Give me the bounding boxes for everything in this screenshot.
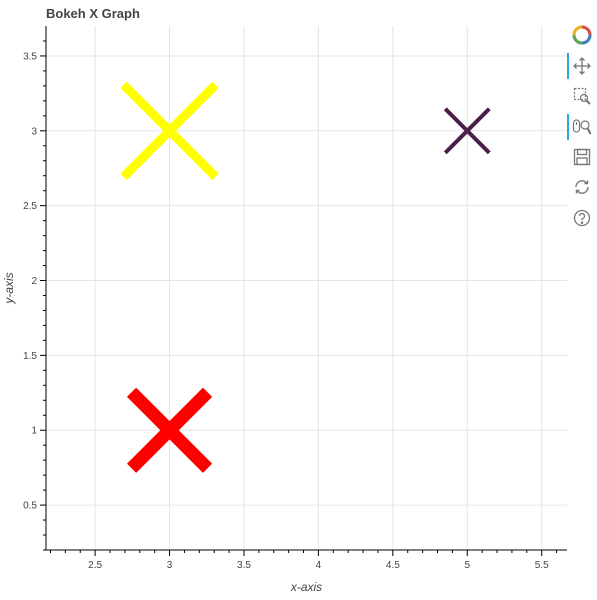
save-tool-button[interactable] <box>567 144 597 170</box>
box-zoom-tool-button[interactable] <box>567 83 597 109</box>
axes: 2.5 3 3.5 4 4.5 5 5.5 0.5 1 1.5 2 2.5 3 3.5 <box>23 26 567 571</box>
x-tick-label: 2.5 <box>88 560 102 571</box>
wheel-zoom-tool-button[interactable] <box>567 114 597 140</box>
grid-lines <box>46 26 567 550</box>
save-icon <box>573 148 591 166</box>
x-tick-label: 5.5 <box>535 560 549 571</box>
x-marker-stroke <box>120 81 219 180</box>
bokeh-logo[interactable] <box>567 22 597 48</box>
y-axis-title: y-axis <box>2 272 16 304</box>
x-markers <box>120 81 491 473</box>
y-tick-label: 3.5 <box>23 51 37 62</box>
help-icon <box>573 209 591 227</box>
x-marker <box>126 387 213 473</box>
help-tool-button[interactable] <box>567 205 597 231</box>
reset-tool-button[interactable] <box>567 174 597 200</box>
chart-title: Bokeh X Graph <box>46 6 140 21</box>
x-tick-label: 3.5 <box>237 560 251 571</box>
y-tick-label: 0.5 <box>23 501 37 512</box>
x-marker-stroke <box>126 387 213 473</box>
y-tick-label: 3 <box>31 126 37 137</box>
x-tick-label: 5 <box>464 560 470 571</box>
pan-icon <box>573 57 591 75</box>
box-zoom-icon <box>573 87 591 105</box>
reset-icon <box>573 178 591 196</box>
x-marker <box>443 107 491 155</box>
y-tick-label: 2.5 <box>23 201 37 212</box>
wheel-zoom-icon <box>572 118 592 136</box>
y-tick-label: 1.5 <box>23 351 37 362</box>
bokeh-logo-icon <box>572 25 592 45</box>
x-tick-label: 4.5 <box>386 560 400 571</box>
pan-tool-button[interactable] <box>567 53 597 79</box>
x-axis-title: x-axis <box>290 580 322 594</box>
x-tick-label: 4 <box>316 560 322 571</box>
x-marker <box>120 81 219 180</box>
y-tick-label: 2 <box>31 276 37 287</box>
x-tick-label: 3 <box>167 560 173 571</box>
y-tick-label: 1 <box>31 426 37 437</box>
x-marker-stroke <box>443 107 491 155</box>
